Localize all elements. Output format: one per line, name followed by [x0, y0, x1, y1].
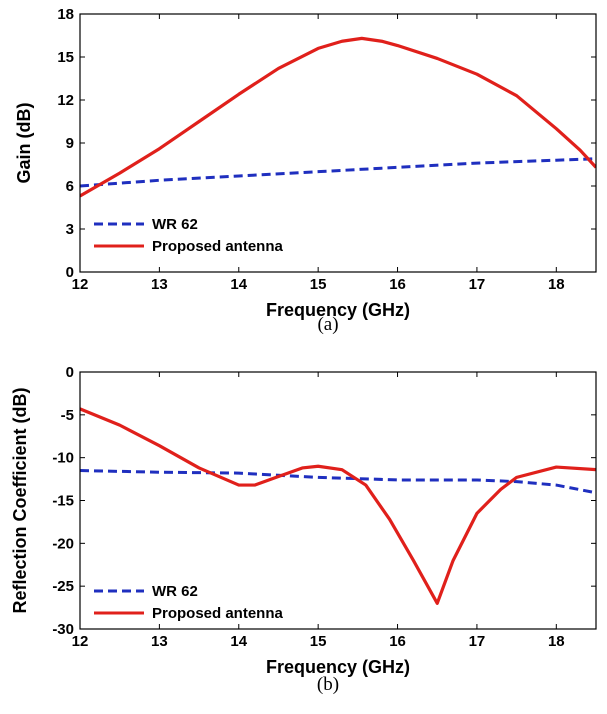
x-tick-label: 14	[230, 633, 247, 650]
legend-label: Proposed antenna	[152, 605, 284, 622]
legend-label: Proposed antenna	[152, 238, 284, 255]
y-tick-label: -25	[52, 578, 74, 595]
y-tick-label: 6	[66, 178, 74, 195]
y-tick-label: -20	[52, 535, 74, 552]
plot-frame	[79, 13, 597, 273]
series-line-proposed-antenna	[80, 36, 596, 198]
figure-caption: (a)	[317, 314, 338, 335]
x-tick-label: 12	[72, 633, 89, 650]
series-line-wr-62	[80, 157, 596, 188]
x-tick-label: 12	[72, 276, 89, 293]
legend: WR 62 Proposed antenna	[94, 583, 284, 622]
y-tick-label: 0	[66, 364, 74, 381]
legend-label: WR 62	[152, 583, 198, 600]
legend-label: WR 62	[152, 216, 198, 233]
x-tick-label: 17	[469, 633, 486, 650]
chart-b: 12 13 14 15 16 17 18 0 -5 -10 -15 -20 -25 -30 WR 62 Pro…	[10, 364, 597, 695]
x-tick-label: 13	[151, 633, 168, 650]
y-tick-label: -5	[61, 407, 74, 424]
chart-a: 12 13 14 15 16 17 18 0 3 6 9 12 15 18 WR 62 Proposed an…	[14, 6, 597, 335]
y-tick-label: 18	[57, 6, 74, 23]
x-tick-label: 14	[230, 276, 247, 293]
figure-caption: (b)	[317, 674, 339, 695]
y-axis-label: Gain (dB)	[14, 103, 34, 184]
y-axis-label: Reflection Coefficient (dB)	[10, 387, 30, 613]
y-tick-label: 3	[66, 221, 74, 238]
series-line-proposed-antenna	[80, 407, 596, 605]
y-tick-label: 15	[57, 49, 74, 66]
x-tick-label: 15	[310, 633, 327, 650]
y-tick-label: 9	[66, 135, 74, 152]
y-tick-label: -15	[52, 493, 74, 510]
x-tick-label: 18	[548, 276, 565, 293]
x-tick-label: 13	[151, 276, 168, 293]
y-tick-label: -10	[52, 450, 74, 467]
x-axis-label: Frequency (GHz)	[266, 300, 410, 320]
x-tick-label: 17	[469, 276, 486, 293]
series-line-wr-62	[80, 469, 596, 495]
x-tick-label: 18	[548, 633, 565, 650]
x-tick-label: 15	[310, 276, 327, 293]
x-axis-label: Frequency (GHz)	[266, 657, 410, 677]
y-tick-label: -30	[52, 621, 74, 638]
legend: WR 62 Proposed antenna	[94, 216, 284, 255]
plot-frame	[79, 371, 597, 630]
x-tick-label: 16	[389, 633, 406, 650]
y-tick-label: 0	[66, 264, 74, 281]
y-tick-label: 12	[57, 92, 74, 109]
x-tick-label: 16	[389, 276, 406, 293]
